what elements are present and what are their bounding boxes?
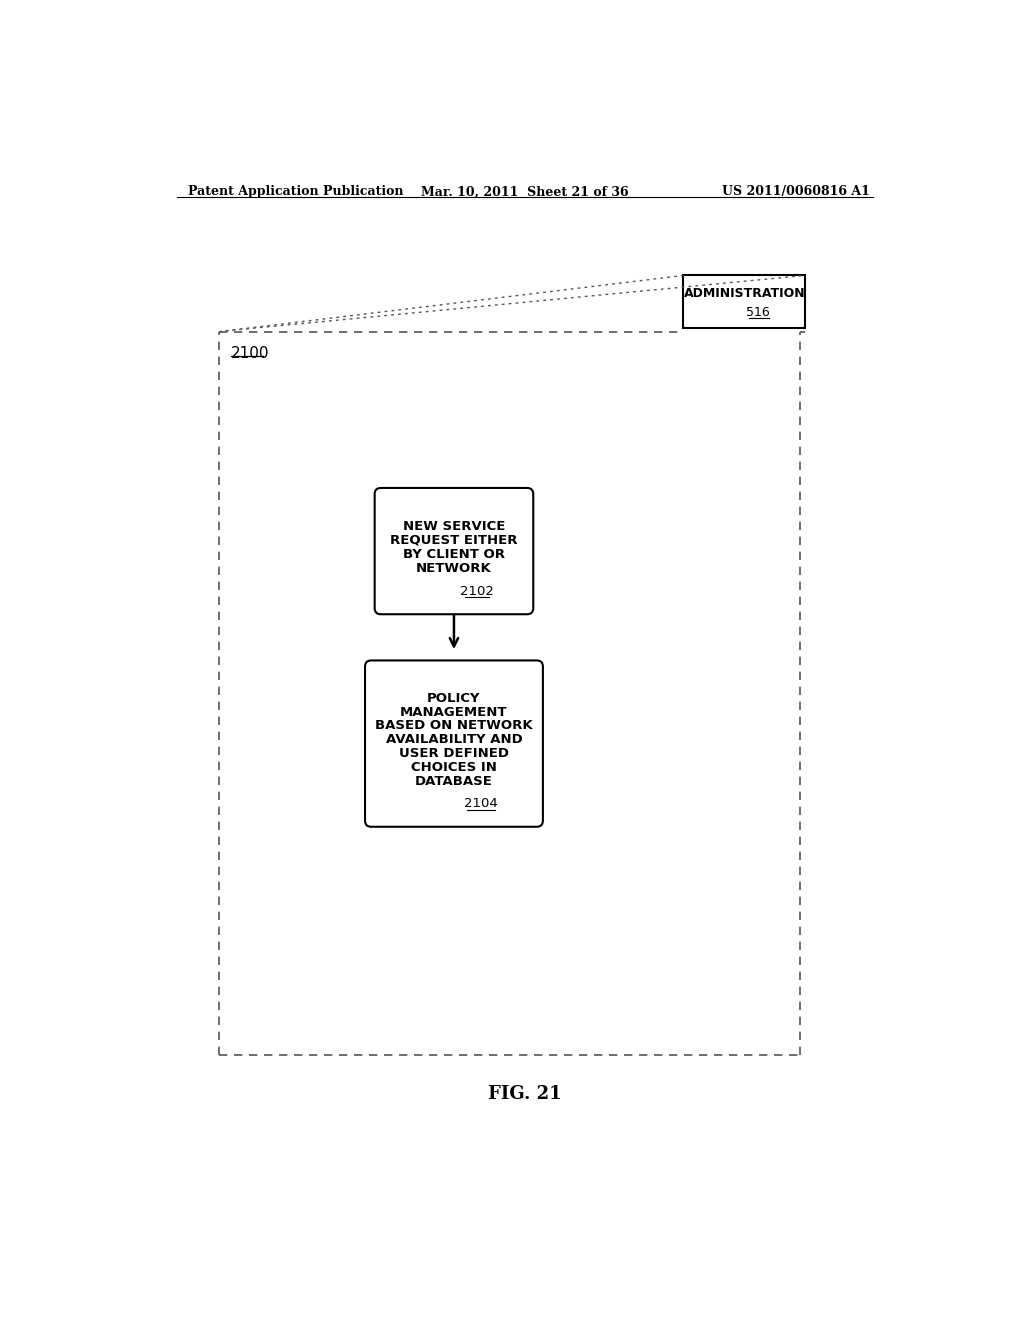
Text: Mar. 10, 2011  Sheet 21 of 36: Mar. 10, 2011 Sheet 21 of 36 — [421, 185, 629, 198]
FancyBboxPatch shape — [683, 276, 805, 327]
Text: POLICY: POLICY — [427, 692, 480, 705]
Text: AVAILABILITY AND: AVAILABILITY AND — [386, 733, 522, 746]
Text: CHOICES IN: CHOICES IN — [411, 760, 497, 774]
Text: 2102: 2102 — [460, 585, 494, 598]
Text: NEW SERVICE: NEW SERVICE — [402, 520, 505, 533]
Text: REQUEST EITHER: REQUEST EITHER — [390, 533, 518, 546]
Text: 2100: 2100 — [230, 346, 269, 360]
Text: BASED ON NETWORK: BASED ON NETWORK — [375, 719, 532, 733]
Text: 516: 516 — [746, 306, 770, 319]
FancyBboxPatch shape — [375, 488, 534, 614]
Text: MANAGEMENT: MANAGEMENT — [400, 705, 508, 718]
Text: Patent Application Publication: Patent Application Publication — [188, 185, 403, 198]
Text: US 2011/0060816 A1: US 2011/0060816 A1 — [722, 185, 869, 198]
Text: FIG. 21: FIG. 21 — [488, 1085, 561, 1104]
Text: 2104: 2104 — [464, 797, 498, 810]
Text: ADMINISTRATION: ADMINISTRATION — [683, 288, 805, 301]
Text: NETWORK: NETWORK — [416, 561, 492, 574]
Text: DATABASE: DATABASE — [415, 775, 493, 788]
Text: USER DEFINED: USER DEFINED — [399, 747, 509, 760]
Text: BY CLIENT OR: BY CLIENT OR — [403, 548, 505, 561]
FancyBboxPatch shape — [365, 660, 543, 826]
